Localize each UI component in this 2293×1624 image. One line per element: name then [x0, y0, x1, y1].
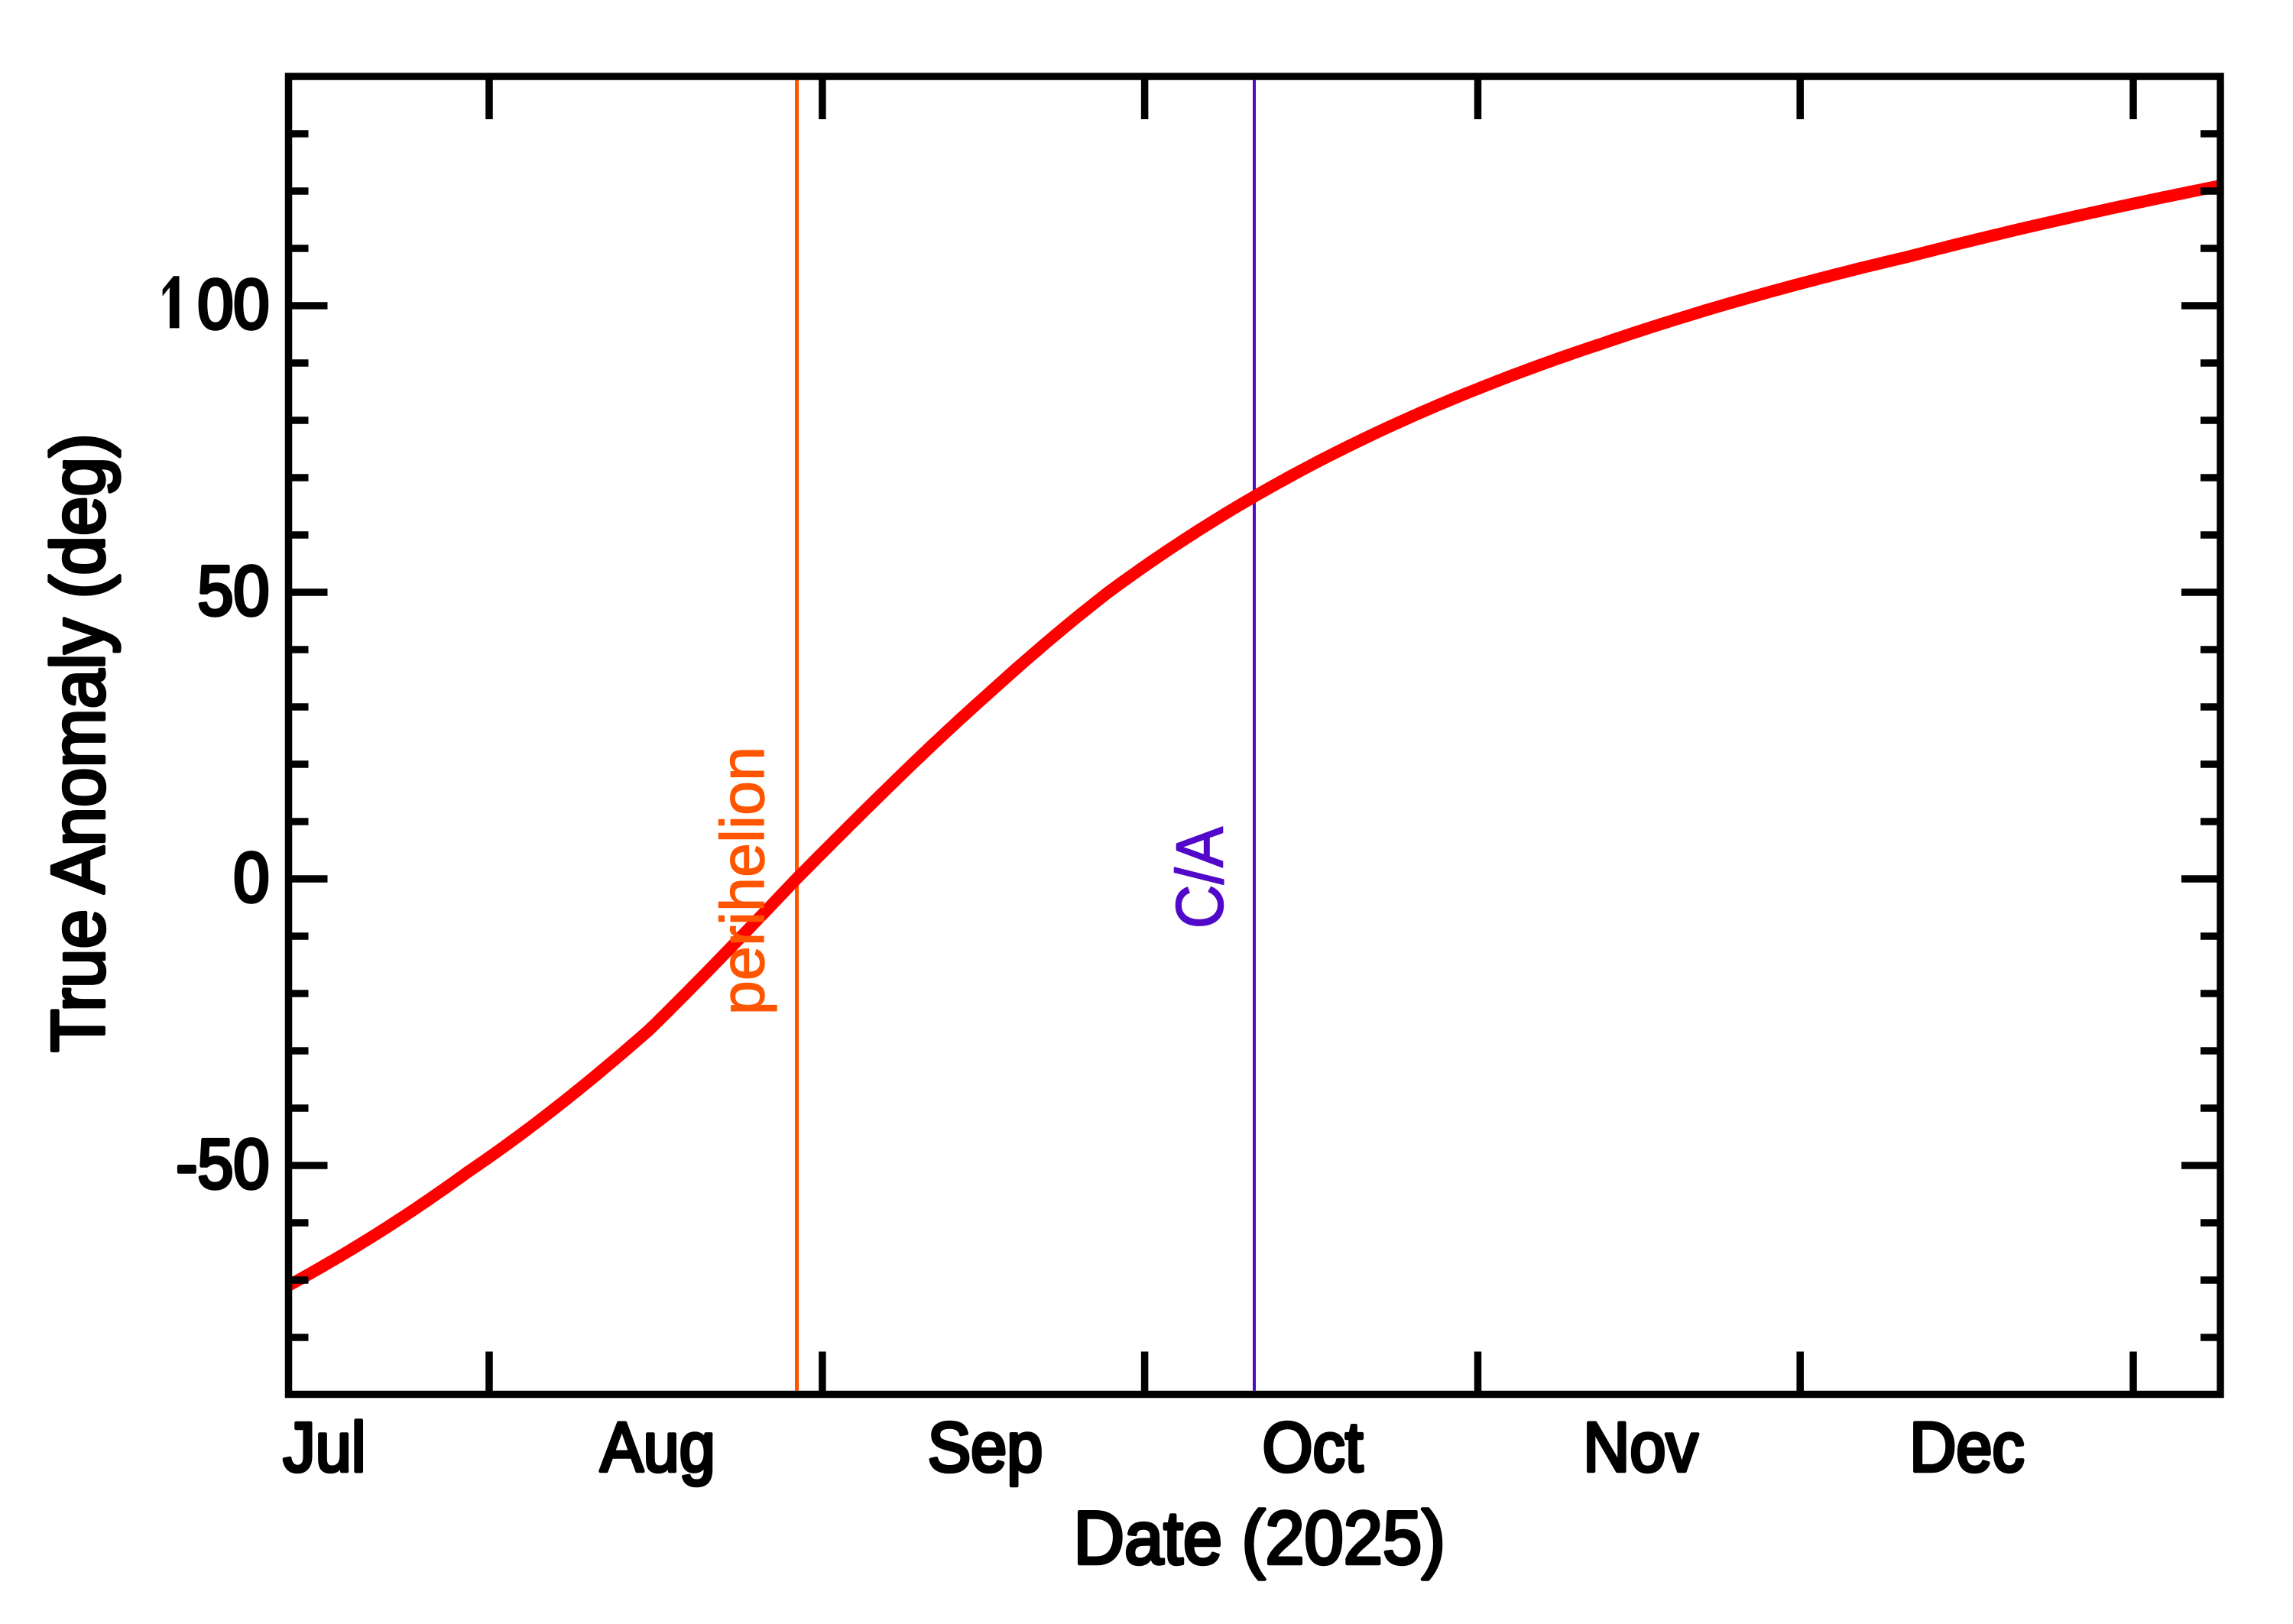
svg-text:Sep: Sep	[928, 1408, 1043, 1486]
svg-text:00: 00	[197, 264, 269, 343]
svg-text:-50: -50	[176, 1124, 269, 1203]
svg-text:perihelion: perihelion	[709, 747, 777, 1015]
svg-text:Jul: Jul	[283, 1408, 365, 1486]
svg-text:Aug: Aug	[600, 1408, 715, 1486]
svg-text:C/A: C/A	[1162, 827, 1237, 929]
svg-text:Dec: Dec	[1909, 1408, 2024, 1486]
svg-text:Oct: Oct	[1263, 1408, 1364, 1486]
svg-text:50: 50	[197, 551, 269, 630]
svg-text:Date (2025): Date (2025)	[1073, 1496, 1445, 1580]
svg-text:0: 0	[233, 838, 269, 916]
svg-text:True Anomaly (deg): True Anomaly (deg)	[37, 433, 121, 1052]
svg-text:Nov: Nov	[1583, 1408, 1698, 1486]
